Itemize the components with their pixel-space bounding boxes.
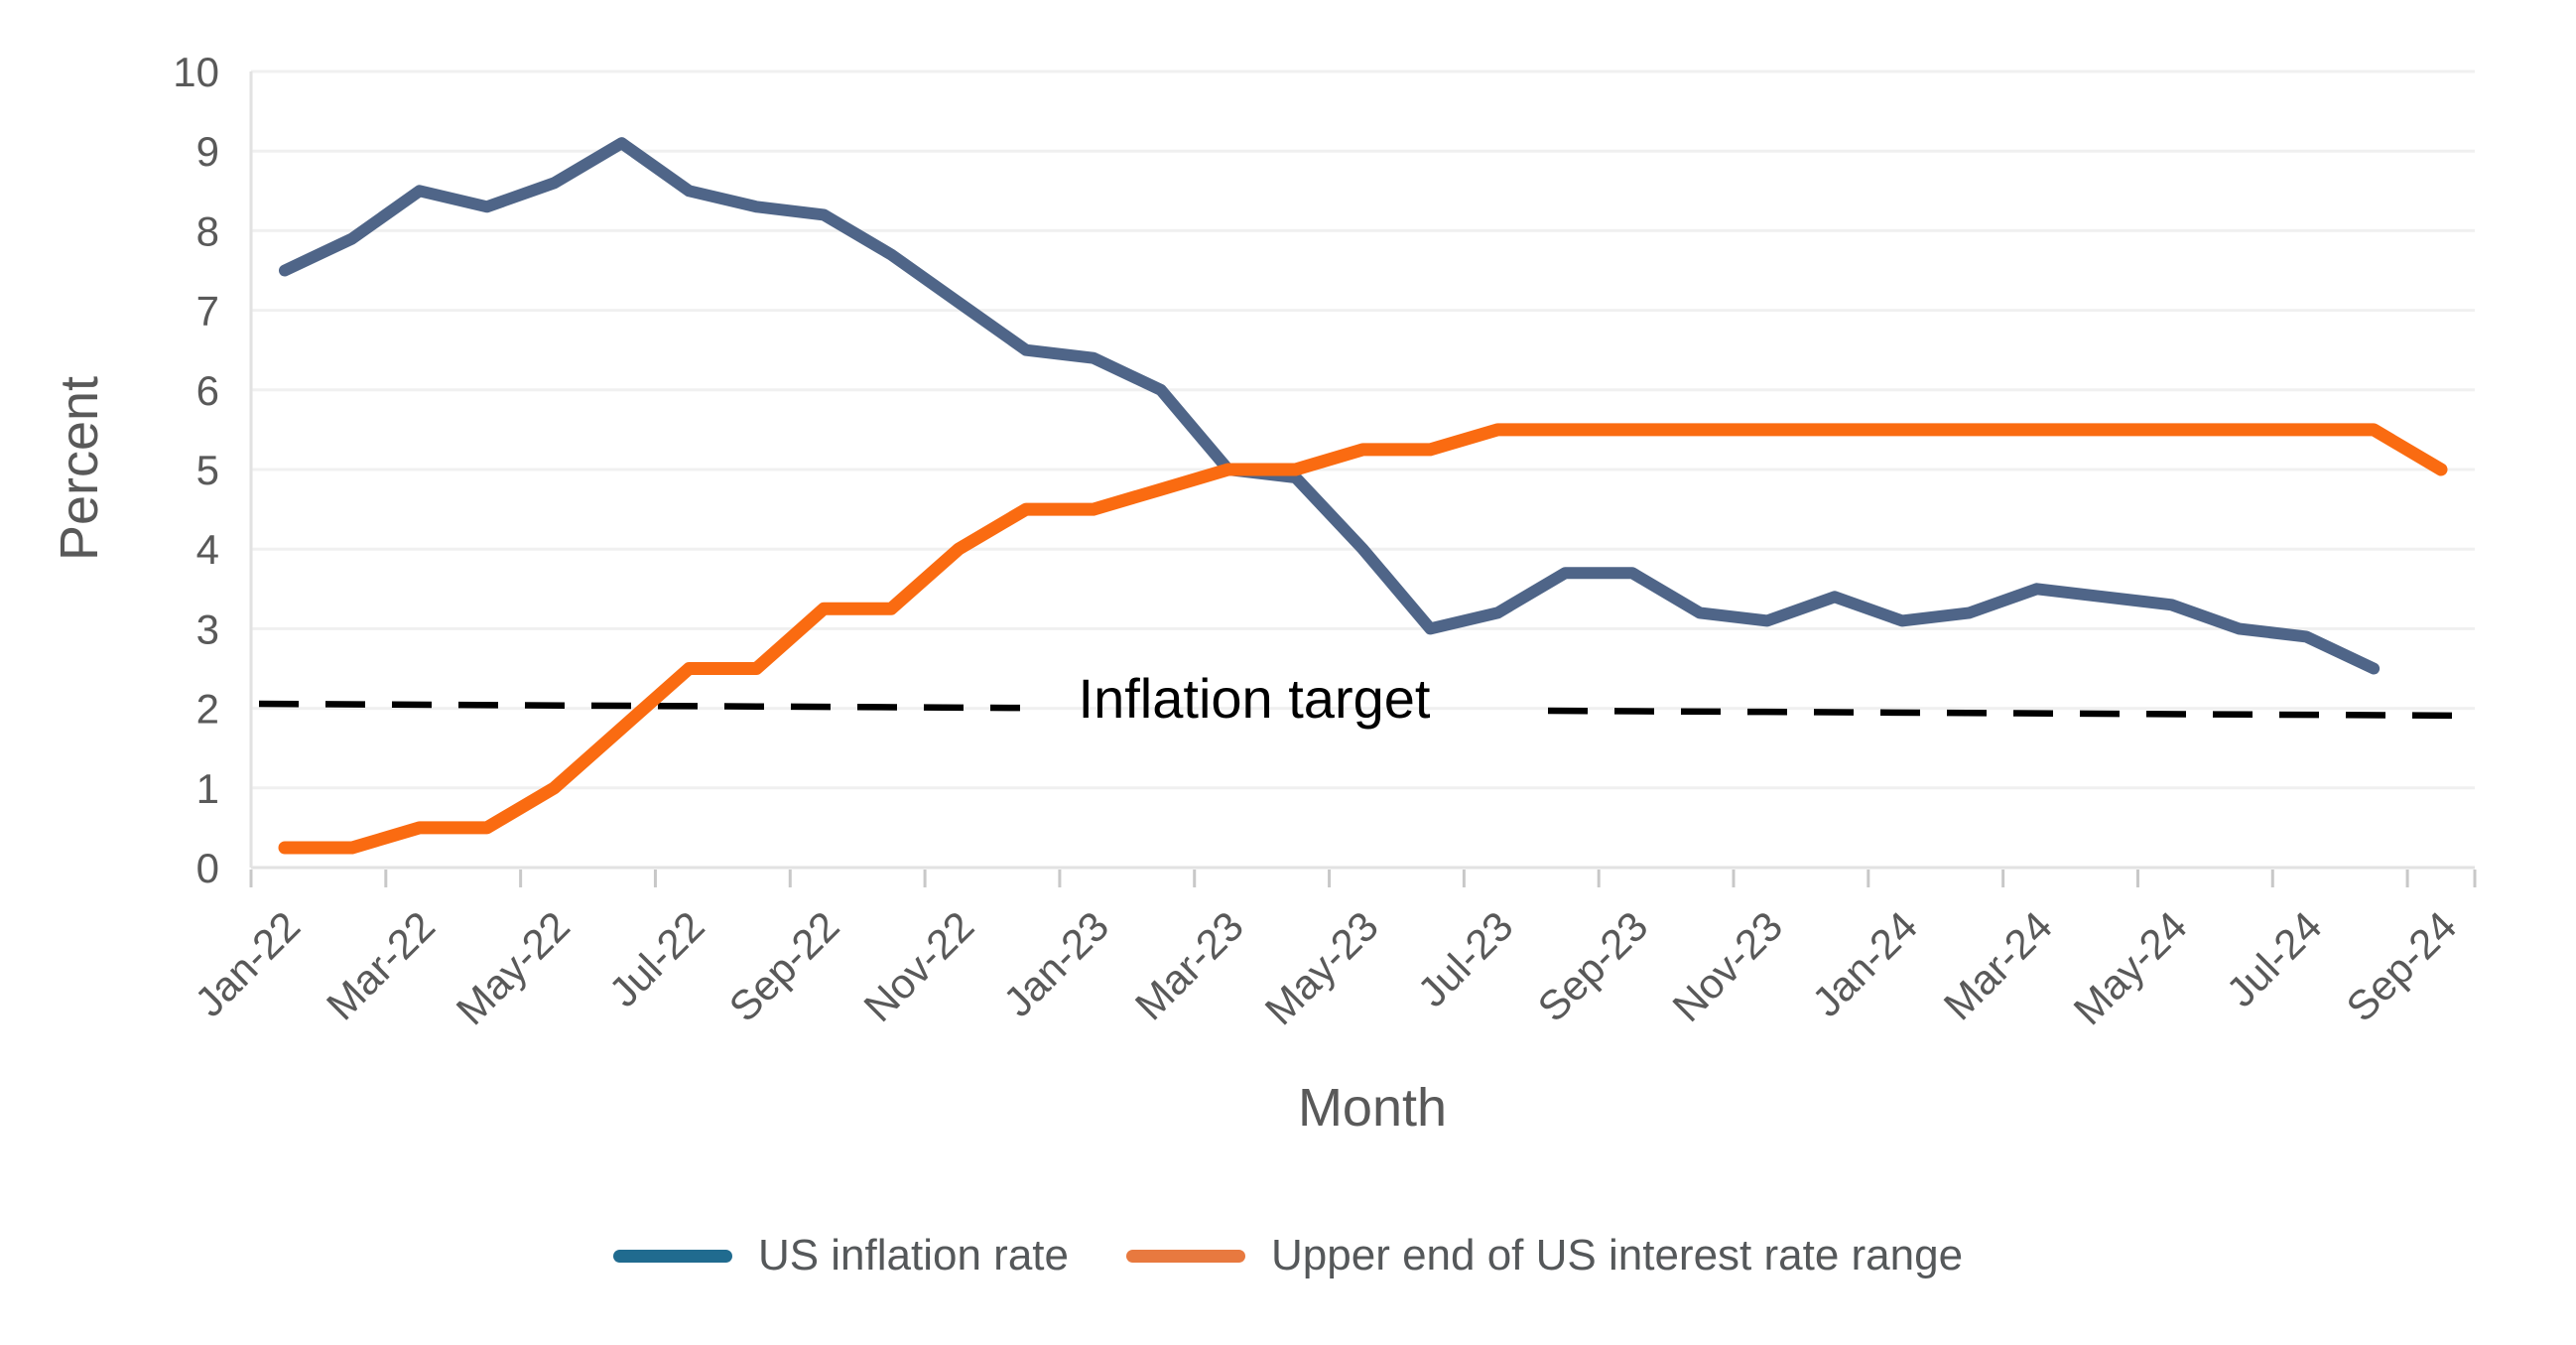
y-tick-label: 1 <box>196 765 219 812</box>
x-tick-label: May-22 <box>448 902 579 1033</box>
x-tick-label: Mar-22 <box>318 902 444 1028</box>
x-tick-label: Sep-24 <box>2337 902 2465 1030</box>
y-tick-label: 3 <box>196 605 219 652</box>
inflation-target-line <box>258 700 2472 720</box>
x-tick-label: Sep-22 <box>720 902 848 1030</box>
x-tick-label: Sep-23 <box>1528 902 1656 1030</box>
y-tick-label: 4 <box>196 526 219 573</box>
y-tick-label: 9 <box>196 128 219 175</box>
interest-rate-legend-swatch <box>1126 1249 1245 1263</box>
x-tick-label: Mar-23 <box>1126 902 1252 1028</box>
y-tick-label: 2 <box>196 686 219 733</box>
series-line-interest-rate <box>278 423 2448 855</box>
x-tick-labels: Jan-22 Mar-22 May-22 Jul-22 Sep-22 Nov-22 Jan-… <box>186 902 2465 1033</box>
series-line-inflation <box>279 137 2381 675</box>
y-tick-label: 7 <box>196 288 219 335</box>
y-tick-label: 10 <box>173 49 219 95</box>
y-axis-title: Percent <box>50 376 109 561</box>
y-tick-labels: 0 1 2 3 4 5 6 7 8 9 10 <box>173 49 219 891</box>
x-tick-marks <box>249 870 2477 887</box>
x-tick-label: Nov-22 <box>854 902 982 1030</box>
legend: US inflation rate Upper end of US intere… <box>0 1231 2576 1280</box>
inflation-target-dash-segment <box>1547 707 2472 720</box>
inflation-target-dash-segment <box>258 700 1021 712</box>
gridlines <box>251 69 2475 870</box>
legend-item-inflation: US inflation rate <box>612 1231 1069 1280</box>
x-tick-label: Jan-22 <box>186 902 309 1025</box>
legend-item-interest-rate: Upper end of US interest rate range <box>1126 1231 1963 1280</box>
x-tick-label: Jul-23 <box>1409 902 1522 1015</box>
x-tick-label: Jul-24 <box>2217 902 2330 1015</box>
x-axis-title: Month <box>1298 1078 1447 1138</box>
inflation-legend-label: US inflation rate <box>757 1231 1069 1279</box>
y-tick-label: 6 <box>196 367 219 414</box>
y-tick-label: 0 <box>196 845 219 891</box>
y-tick-label: 8 <box>196 207 219 254</box>
axis-lines <box>249 71 2475 870</box>
interest-rate-legend-label: Upper end of US interest rate range <box>1271 1231 1964 1279</box>
x-tick-label: May-24 <box>2065 902 2196 1033</box>
y-tick-label: 5 <box>196 447 219 493</box>
x-tick-label: Jan-23 <box>994 902 1117 1025</box>
x-tick-label: Nov-23 <box>1663 902 1791 1030</box>
x-tick-label: Mar-24 <box>1935 902 2061 1028</box>
x-tick-label: Jul-22 <box>600 902 713 1015</box>
x-tick-label: May-23 <box>1256 902 1387 1033</box>
x-tick-label: Jan-24 <box>1803 902 1926 1025</box>
inflation-legend-swatch <box>612 1249 732 1263</box>
inflation-target-annotation: Inflation target <box>1079 667 1431 730</box>
